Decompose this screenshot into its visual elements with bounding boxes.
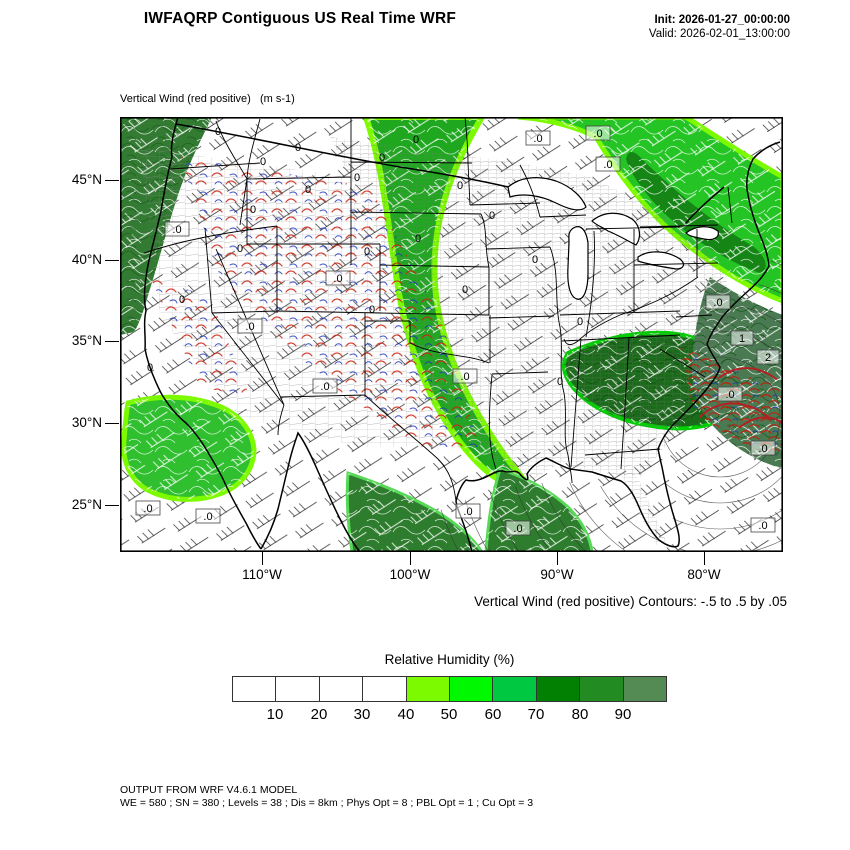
colorbar-tick-50: 50: [440, 706, 458, 723]
contour-label: 0: [462, 284, 468, 296]
contour-label: .0: [203, 511, 212, 523]
contour-label: 0: [457, 180, 463, 192]
lon-tick: [704, 552, 705, 565]
init-time: Init: 2026-01-27_00:00:00: [654, 14, 790, 26]
colorbar-tick-90: 90: [614, 706, 632, 723]
colorbar-tick-20: 20: [310, 706, 328, 723]
map-layers: 0 0 0 0 .0 .0 .0 0 0 0 .0 0 0 0: [120, 117, 783, 552]
colorbar-tick-60: 60: [484, 706, 502, 723]
colorbar-tick-80: 80: [571, 706, 589, 723]
contour-label: .0: [603, 159, 612, 171]
vertical-wind-contours-atlantic: [680, 347, 783, 457]
contour-label-group: 0 0 0 0 .0 .0 .0 0 0 0 .0 0 0 0: [135, 125, 780, 536]
contour-label: .0: [320, 381, 329, 393]
contour-label: .0: [593, 128, 602, 140]
lon-label-110w: 110°W: [242, 567, 282, 582]
contour-label: .0: [725, 389, 734, 401]
contour-label: .0: [143, 503, 152, 515]
colorbar-cell: [536, 677, 581, 701]
lat-label-25n: 25°N: [71, 497, 102, 512]
lon-tick: [410, 552, 411, 565]
lon-label-90w: 90°W: [540, 567, 574, 582]
contour-label: .0: [333, 273, 342, 285]
county-lines-florida: [620, 463, 666, 545]
contour-label: .0: [172, 224, 181, 236]
lat-label-30n: 30°N: [71, 415, 102, 430]
contour-label: 0: [415, 233, 421, 245]
state-borders: [143, 117, 733, 502]
map-canvas: 0 0 0 0 .0 .0 .0 0 0 0 .0 0 0 0: [120, 117, 784, 552]
weather-map: 0 0 0 0 .0 .0 .0 0 0 0 .0 0 0 0: [120, 117, 784, 552]
contour-label: 0: [413, 134, 419, 146]
contour-label: .0: [460, 371, 469, 383]
colorbar-cell: [450, 677, 494, 701]
lat-tick: [105, 423, 119, 424]
colorbar-title: Relative Humidity (%): [384, 652, 515, 667]
colorbar-cell: [493, 677, 537, 701]
lat-label-45n: 45°N: [71, 172, 102, 187]
contour-label: 0: [237, 243, 243, 255]
colorbar-cell: [623, 677, 667, 701]
lat-label-35n: 35°N: [71, 333, 102, 348]
valid-time: Valid: 2026-02-01_13:00:00: [648, 28, 790, 40]
contour-label: 1: [739, 333, 745, 345]
colorbar-tick-10: 10: [266, 706, 284, 723]
contour-label: 0: [250, 204, 256, 216]
contour-caption: Vertical Wind (red positive) Contours: -…: [474, 594, 787, 609]
contour-label: 0: [260, 156, 266, 168]
model-info-line2: WE = 580 ; SN = 380 ; Levels = 38 ; Dis …: [120, 797, 534, 809]
colorbar-cell: [319, 677, 364, 701]
humidity-colorbar: [232, 676, 667, 702]
colorbar-cell: [233, 677, 277, 701]
contour-label: 0: [364, 246, 370, 258]
colorbar-tick-70: 70: [527, 706, 545, 723]
contour-label: 0: [305, 184, 311, 196]
contour-label: .0: [463, 506, 472, 518]
colorbar-tick-30: 30: [353, 706, 371, 723]
contour-label: .0: [533, 133, 542, 145]
contour-label: 0: [179, 294, 185, 306]
positive-vertical-wind-swirls: [699, 367, 783, 428]
run-times: Init: 2026-01-27_00:00:00 Valid: 2026-02…: [649, 13, 790, 41]
contour-label: .0: [758, 520, 767, 532]
contour-label: .0: [513, 523, 522, 535]
contour-label: 0: [532, 254, 538, 266]
contour-label: 0: [557, 376, 563, 388]
lat-tick: [105, 260, 119, 261]
colorbar-cell: [580, 677, 624, 701]
contour-label: 0: [577, 316, 583, 328]
vertical-wind-contours-west: [180, 157, 480, 447]
contour-label: .0: [758, 443, 767, 455]
map-frame: [120, 117, 784, 552]
colorbar-cell: [276, 677, 320, 701]
lat-tick: [105, 180, 119, 181]
contour-label: 0: [295, 142, 301, 154]
great-lakes: [507, 177, 719, 300]
legend-vertical-wind: Vertical Wind (red positive) (m s-1): [120, 93, 295, 105]
colorbar-cell: [363, 677, 407, 701]
contour-label: .0: [245, 321, 254, 333]
contour-label: 0: [215, 126, 221, 138]
lon-label-80w: 80°W: [687, 567, 721, 582]
lat-label-40n: 40°N: [71, 252, 102, 267]
lon-tick: [262, 552, 263, 565]
contour-label: 0: [489, 210, 495, 222]
lat-tick: [105, 505, 119, 506]
model-info-line1: OUTPUT FROM WRF V4.6.1 MODEL: [120, 784, 298, 796]
lat-tick: [105, 341, 119, 342]
lon-tick: [557, 552, 558, 565]
lon-label-100w: 100°W: [389, 567, 431, 582]
contour-label: 0: [354, 172, 360, 184]
contour-label: .0: [713, 297, 722, 309]
colorbar-tick-40: 40: [397, 706, 415, 723]
page-title: IWFAQRP Contiguous US Real Time WRF: [143, 10, 457, 27]
vertical-wind-contours-sierra: [150, 277, 250, 397]
contour-label: 2: [765, 352, 771, 364]
contour-label: 0: [369, 304, 375, 316]
colorbar-cell: [406, 677, 451, 701]
contour-label: 0: [147, 362, 153, 374]
contour-label: 0: [379, 152, 385, 164]
